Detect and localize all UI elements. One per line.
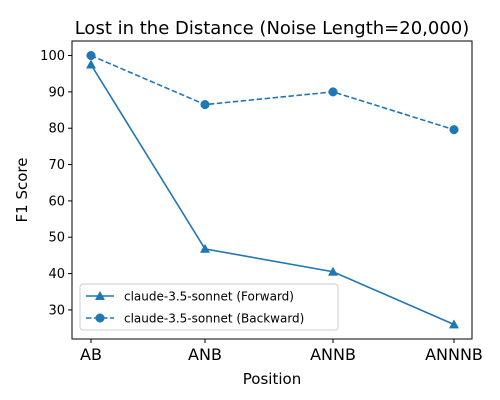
x-tick-label: ANNB (310, 345, 356, 364)
legend-label-backward: claude-3.5-sonnet (Backward) (124, 312, 304, 326)
data-point-backward (87, 51, 96, 60)
x-tick-label: AB (80, 345, 102, 364)
y-tick-label: 50 (48, 231, 65, 246)
y-tick-label: 70 (48, 158, 65, 173)
data-point-forward (86, 60, 95, 68)
legend: claude-3.5-sonnet (Forward) claude-3.5-so… (80, 284, 338, 330)
y-tick-label: 90 (48, 85, 65, 100)
data-point-backward (450, 125, 459, 134)
y-tick-label: 60 (48, 194, 65, 209)
legend-label-forward: claude-3.5-sonnet (Forward) (124, 290, 294, 304)
x-tick-label: ANB (188, 345, 222, 364)
data-point-forward (200, 244, 209, 252)
y-tick-label: 100 (40, 49, 65, 64)
series-line-backward (91, 56, 454, 130)
y-tick-label: 80 (48, 122, 65, 137)
data-point-forward (449, 320, 458, 328)
legend-marker-backward (96, 314, 105, 323)
x-tick-label: ANNNB (425, 345, 483, 364)
chart-title: Lost in the Distance (Noise Length=20,00… (75, 18, 470, 39)
y-tick-label: 40 (48, 267, 65, 282)
y-axis-label: F1 Score (13, 158, 31, 223)
x-axis-label: Position (243, 370, 301, 388)
data-point-backward (201, 100, 210, 109)
data-point-backward (329, 88, 338, 97)
y-tick-label: 30 (48, 303, 65, 318)
